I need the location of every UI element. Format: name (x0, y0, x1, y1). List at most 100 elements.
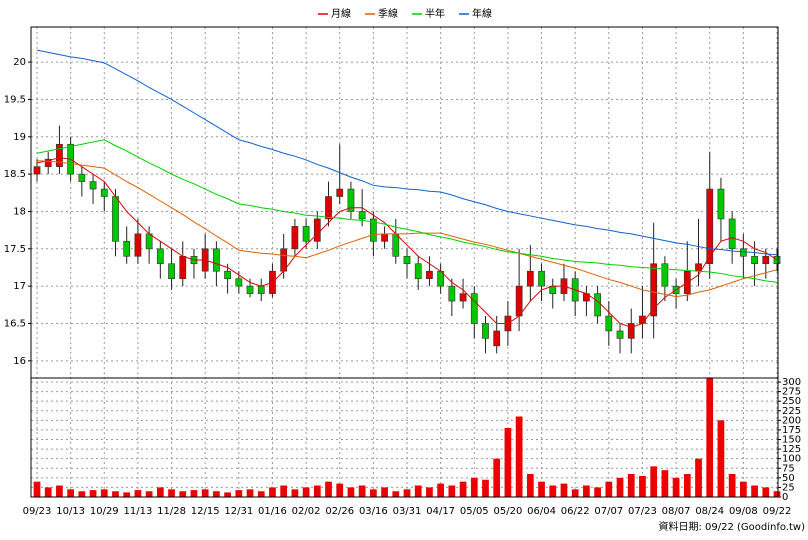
volume-bar (616, 477, 624, 497)
x-tick-label: 10/29 (90, 506, 119, 517)
volume-bar (112, 491, 119, 497)
candle-body (302, 226, 310, 242)
candle-body (616, 330, 624, 339)
candle-body (728, 218, 736, 250)
x-tick-label: 11/28 (157, 506, 186, 517)
volume-bar (728, 474, 736, 497)
volume-bar (571, 489, 579, 497)
plot-frame (30, 377, 779, 498)
volume-bar (224, 492, 231, 497)
x-tick-label: 10/13 (56, 506, 85, 517)
candle-body (459, 293, 467, 302)
volume-bar (661, 470, 669, 497)
y-tick-label: 100 (782, 454, 801, 465)
candle-body (78, 173, 86, 182)
volume-bar (751, 485, 758, 497)
candle-body (594, 293, 601, 317)
volume-bar (639, 475, 646, 497)
ma-line (36, 157, 778, 328)
candle-body (538, 270, 545, 287)
candle-body (369, 218, 377, 242)
x-tick-label: 09/23 (23, 506, 52, 517)
x-tick-label: 12/31 (224, 506, 253, 517)
candle-body (605, 315, 613, 332)
candle-body (526, 270, 534, 287)
candle-body (426, 270, 433, 279)
candle-body (717, 188, 725, 220)
candle-body (112, 196, 119, 242)
y-tick-label: 225 (782, 406, 801, 417)
candle-body (751, 255, 758, 265)
footer: 資料日期: 09/22 (Goodinfo.tw) (658, 520, 805, 533)
candle-body (100, 188, 108, 197)
candle-body (627, 323, 635, 339)
y-tick-label: 300 (782, 377, 801, 388)
candle-body (179, 255, 187, 279)
volume-bar (213, 491, 220, 497)
x-tick-label: 09/22 (763, 506, 792, 517)
candle-body (224, 270, 231, 279)
candle-body (482, 323, 489, 339)
legend-label: 年線 (472, 7, 492, 20)
x-tick-label: 09/08 (729, 506, 758, 517)
candle-body (448, 285, 456, 302)
legend-label: 月線 (331, 7, 351, 20)
y-tick-label: 200 (782, 415, 801, 426)
y-tick-label: 18.5 (4, 169, 26, 180)
volume-bar (78, 491, 86, 497)
volume-bar (482, 479, 489, 497)
volume-bar (526, 474, 534, 497)
volume-bar (403, 489, 411, 497)
volume-bar (392, 491, 400, 497)
candle-body (650, 263, 658, 317)
legend-label: 季線 (378, 7, 398, 20)
volume-bar (56, 485, 63, 497)
candle-body (156, 248, 164, 265)
volume-bar (302, 487, 310, 497)
volume-bar (560, 483, 568, 497)
volume-bar (145, 491, 153, 497)
y-tick-label: 75 (782, 463, 795, 474)
volume-bar (280, 485, 288, 497)
volume-bar (549, 485, 557, 497)
ma-line (36, 49, 778, 256)
volume-bar (33, 481, 41, 497)
volume-bar (370, 489, 377, 497)
candle-body (44, 158, 52, 167)
y-tick-label: 250 (782, 396, 801, 407)
y-tick-label: 16 (13, 356, 26, 367)
candle-body (403, 255, 411, 265)
volume-bar (89, 490, 97, 497)
ma-line (36, 160, 778, 298)
candle-body (381, 233, 388, 242)
volume-bar (313, 485, 321, 497)
y-tick-label: 275 (782, 387, 801, 398)
volume-bar (269, 487, 276, 497)
volume-bar (605, 481, 613, 497)
volume-bar (190, 490, 198, 497)
candle-body (695, 263, 702, 272)
x-tick-label: 06/04 (527, 506, 556, 517)
x-tick-label: 02/02 (292, 506, 321, 517)
x-tick-label: 07/23 (628, 506, 657, 517)
candle-body (313, 218, 321, 242)
volume-bar (257, 491, 265, 497)
volume-bar (381, 487, 388, 497)
candle-body (123, 241, 131, 257)
volume-bar (717, 420, 725, 497)
y-tick-label: 125 (782, 444, 801, 455)
x-tick-label: 03/31 (393, 506, 422, 517)
volume-bar (594, 487, 601, 497)
volume-bar (347, 487, 355, 497)
candle-body (470, 293, 478, 324)
volume-bar (672, 477, 680, 497)
x-tick-label: 06/22 (561, 506, 590, 517)
candle-body (515, 285, 523, 317)
volume-bar (414, 485, 422, 497)
y-tick-label: 0 (782, 492, 788, 503)
volume-bar (762, 487, 770, 497)
candle-body (336, 188, 344, 197)
volume-bar (235, 490, 243, 497)
volume-bar (683, 474, 691, 497)
